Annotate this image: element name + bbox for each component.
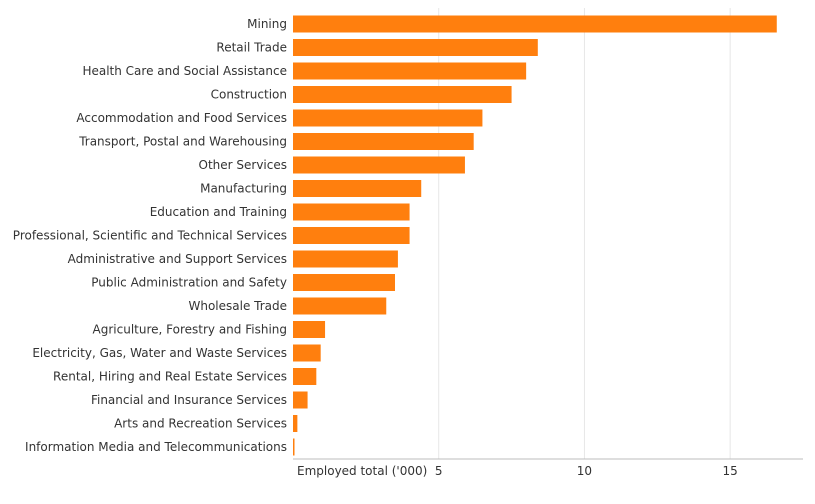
- bar[interactable]: [293, 227, 410, 244]
- bar[interactable]: [293, 274, 395, 291]
- bar[interactable]: [293, 344, 321, 362]
- category-label: Administrative and Support Services: [68, 252, 287, 266]
- category-label: Construction: [211, 88, 287, 102]
- category-label: Education and Training: [150, 205, 287, 219]
- category-label: Other Services: [199, 158, 288, 172]
- bars: [293, 15, 777, 456]
- bar[interactable]: [293, 203, 410, 221]
- bar[interactable]: [293, 415, 298, 432]
- bar[interactable]: [293, 180, 422, 197]
- category-label: Health Care and Social Assistance: [82, 64, 287, 78]
- category-label: Retail Trade: [216, 41, 287, 55]
- bar[interactable]: [293, 109, 483, 127]
- tick-labels: 5 10 15: [435, 464, 738, 478]
- bar[interactable]: [293, 133, 474, 150]
- category-label: Rental, Hiring and Real Estate Services: [53, 370, 287, 384]
- bar[interactable]: [293, 62, 527, 80]
- bar[interactable]: [293, 391, 308, 409]
- bar[interactable]: [293, 368, 317, 385]
- category-label: Professional, Scientific and Technical S…: [13, 229, 287, 243]
- category-label: Accommodation and Food Services: [76, 111, 287, 125]
- bar[interactable]: [293, 156, 465, 174]
- bar[interactable]: [293, 250, 398, 268]
- x-axis-title: Employed total ('000): [297, 464, 427, 478]
- x-tick-label: 15: [723, 464, 738, 478]
- category-label: Wholesale Trade: [188, 299, 287, 313]
- category-label: Public Administration and Safety: [91, 276, 287, 290]
- category-label: Electricity, Gas, Water and Waste Servic…: [32, 346, 287, 360]
- gridlines: [438, 8, 731, 459]
- category-label: Arts and Recreation Services: [114, 417, 287, 431]
- category-label: Agriculture, Forestry and Fishing: [93, 323, 287, 337]
- x-tick-label: 5: [435, 464, 443, 478]
- category-label: Information Media and Telecommunications: [25, 440, 287, 454]
- bar[interactable]: [293, 39, 538, 56]
- category-label: Financial and Insurance Services: [91, 393, 287, 407]
- bar[interactable]: [293, 438, 295, 456]
- category-label: Manufacturing: [200, 182, 287, 196]
- bar[interactable]: [293, 321, 326, 338]
- bar[interactable]: [293, 15, 777, 33]
- category-label: Mining: [247, 17, 287, 31]
- x-tick-label: 10: [577, 464, 592, 478]
- category-label: Transport, Postal and Warehousing: [78, 135, 287, 149]
- bar[interactable]: [293, 297, 387, 315]
- category-labels: Mining Retail Trade Health Care and Social…: [13, 17, 287, 454]
- bar[interactable]: [293, 86, 512, 103]
